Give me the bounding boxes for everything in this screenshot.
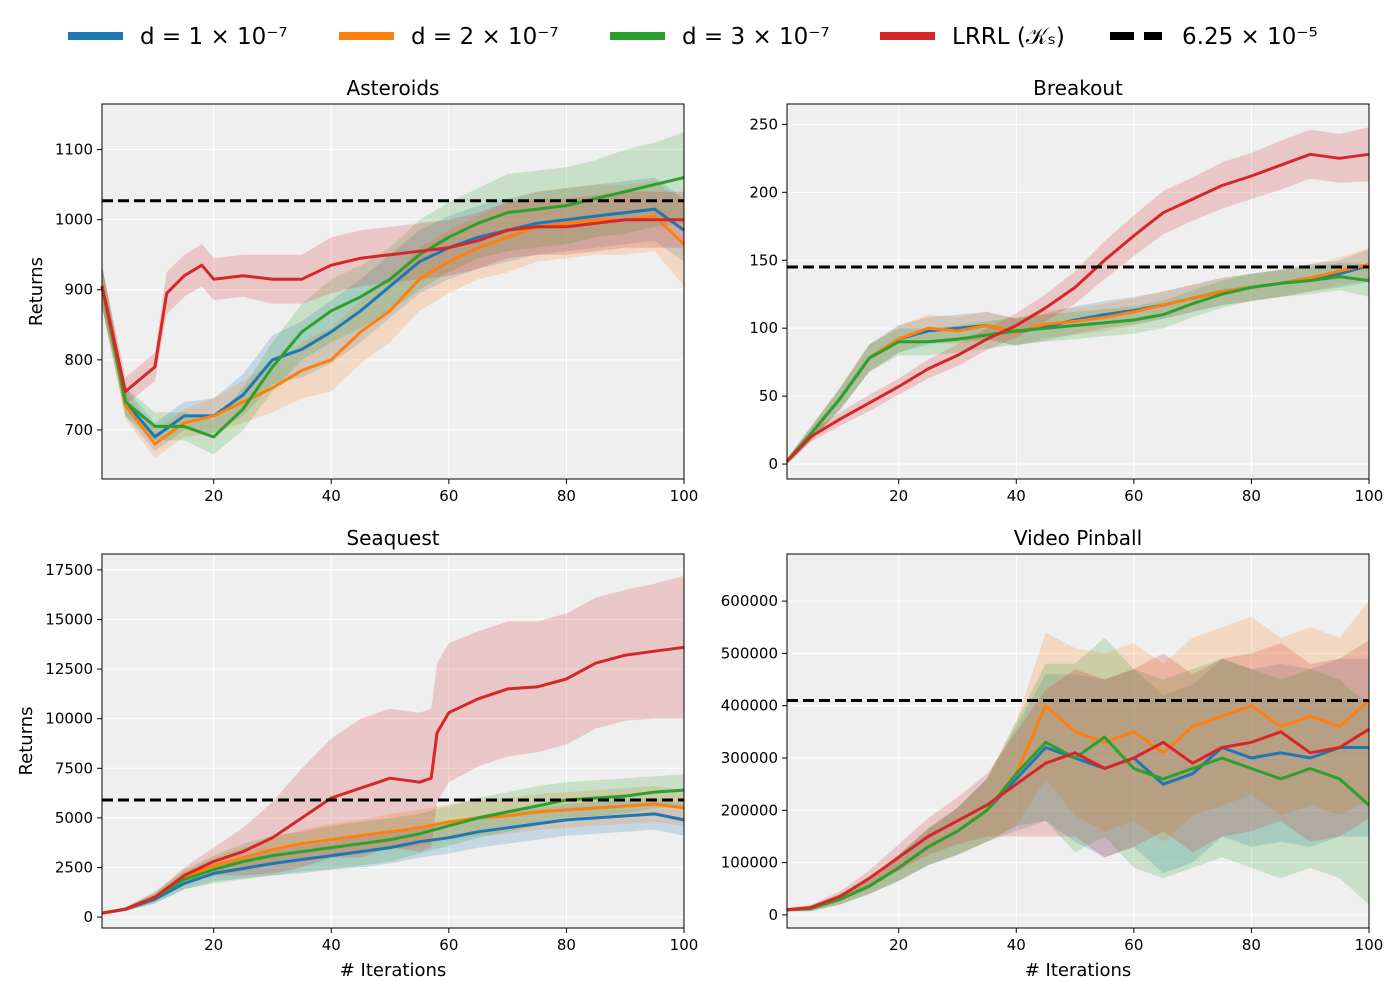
series-line-lrrl [101, 645, 685, 915]
y-tick-label: 1100 [55, 141, 93, 159]
band-d-1-10 [787, 658, 1369, 912]
y-tick-label: 600000 [721, 592, 778, 610]
panel-seaquest: 20 40 60 80 100 0 2500 5000 7500 10000 12500 15000 1… [16, 526, 698, 981]
y-tick-label: 100 [749, 319, 778, 337]
series-line-d-2-10 [101, 802, 685, 915]
plot-border [786, 103, 1370, 480]
x-tick-label: 100 [1355, 487, 1384, 505]
y-tick-label: 15000 [45, 610, 93, 628]
y-axis-label: Returns [26, 257, 47, 326]
series-line-d-3-10 [785, 275, 1370, 463]
plot-area [787, 104, 1369, 479]
legend-label: d = 2 × 10⁻⁷ [411, 24, 559, 50]
series-line-lrrl [785, 152, 1370, 463]
band-lrrl [787, 127, 1369, 465]
x-tick-label: 20 [204, 936, 223, 954]
x-tick-label: 80 [557, 936, 576, 954]
x-tick-label: 60 [439, 487, 458, 505]
y-tick-label: 150 [749, 251, 778, 269]
legend-label: LRRL (𝒦ₛ) [952, 24, 1065, 50]
x-tick-label: 100 [1355, 936, 1384, 954]
series-line-d-3-10 [786, 735, 1370, 912]
y-tick-label: 7500 [55, 759, 93, 777]
panel-title: Asteroids [347, 76, 440, 100]
series-line-d-2-10 [100, 214, 686, 446]
band-d-2-10 [102, 786, 684, 915]
x-tick-label: 60 [439, 936, 458, 954]
y-axis-label: Returns [16, 706, 37, 775]
panel-asteroids: 20 40 60 80 100 700 800 900 1000 1100 Asteroids R… [26, 76, 698, 505]
x-tick-label: 80 [557, 487, 576, 505]
x-tick-label: 80 [1242, 487, 1261, 505]
band-d-1-10 [102, 177, 684, 451]
plot-border [786, 553, 1370, 929]
series-line-lrrl [100, 218, 684, 393]
band-d-1-10 [102, 798, 684, 915]
panel-breakout: 20 40 60 80 100 0 50 100 150 200 250 Breakout [749, 76, 1383, 505]
series-line-lrrl [786, 727, 1370, 912]
x-tick-label: 20 [204, 487, 223, 505]
x-tick-label: 60 [1124, 936, 1143, 954]
x-tick-label: 40 [1007, 936, 1026, 954]
y-tick-label: 700 [64, 421, 93, 439]
plot-border [101, 553, 685, 929]
band-lrrl [102, 575, 684, 915]
series-line-d-1-10 [101, 812, 685, 915]
panel-video-pinball: 20 40 60 80 100 0 100000 200000 300000 400000 5000… [721, 526, 1384, 981]
y-tick-label: 5000 [55, 809, 93, 827]
plot-area [787, 554, 1369, 928]
y-tick-label: 900 [64, 281, 93, 299]
y-tick-label: 250 [749, 115, 778, 133]
legend: d = 1 × 10⁻⁷ d = 2 × 10⁻⁷ d = 3 × 10⁻⁷ LRRL… [68, 24, 1318, 50]
y-tick-label: 300000 [721, 749, 778, 767]
y-tick-label: 200000 [721, 801, 778, 819]
y-tick-label: 1000 [55, 211, 93, 229]
y-tick-label: 0 [83, 908, 93, 926]
plot-border [101, 103, 685, 480]
series-line-d-1-10 [100, 207, 685, 439]
x-tick-label: 80 [1242, 936, 1261, 954]
band-d-3-10 [102, 774, 684, 915]
band-lrrl [102, 191, 684, 406]
y-tick-label: 200 [749, 183, 778, 201]
y-tick-label: 50 [759, 387, 778, 405]
y-tick-label: 17500 [45, 561, 93, 579]
legend-label: 6.25 × 10⁻⁵ [1182, 24, 1318, 50]
x-tick-label: 100 [670, 487, 699, 505]
x-axis-label: # Iterations [1025, 960, 1132, 981]
x-tick-label: 40 [1007, 487, 1026, 505]
band-d-1-10 [787, 249, 1369, 465]
y-tick-label: 0 [768, 455, 778, 473]
panel-title: Breakout [1033, 76, 1123, 100]
y-tick-label: 0 [768, 906, 778, 924]
x-tick-label: 20 [889, 936, 908, 954]
legend-label: d = 3 × 10⁻⁷ [682, 24, 830, 50]
x-tick-label: 40 [322, 487, 341, 505]
band-d-3-10 [787, 263, 1369, 465]
band-d-2-10 [787, 248, 1369, 465]
panel-title: Video Pinball [1014, 526, 1142, 550]
y-tick-label: 2500 [55, 858, 93, 876]
y-tick-label: 10000 [45, 710, 93, 728]
x-tick-label: 100 [670, 936, 699, 954]
y-tick-label: 800 [64, 351, 93, 369]
y-tick-label: 400000 [721, 697, 778, 715]
x-tick-label: 40 [322, 936, 341, 954]
band-d-3-10 [102, 132, 684, 455]
y-tick-label: 100000 [721, 854, 778, 872]
y-tick-label: 12500 [45, 660, 93, 678]
y-tick-label: 500000 [721, 644, 778, 662]
x-tick-label: 60 [1124, 487, 1143, 505]
legend-label: d = 1 × 10⁻⁷ [140, 24, 288, 50]
x-tick-label: 20 [889, 487, 908, 505]
panel-title: Seaquest [346, 526, 439, 550]
plot-area [102, 554, 684, 928]
x-axis-label: # Iterations [340, 960, 447, 981]
